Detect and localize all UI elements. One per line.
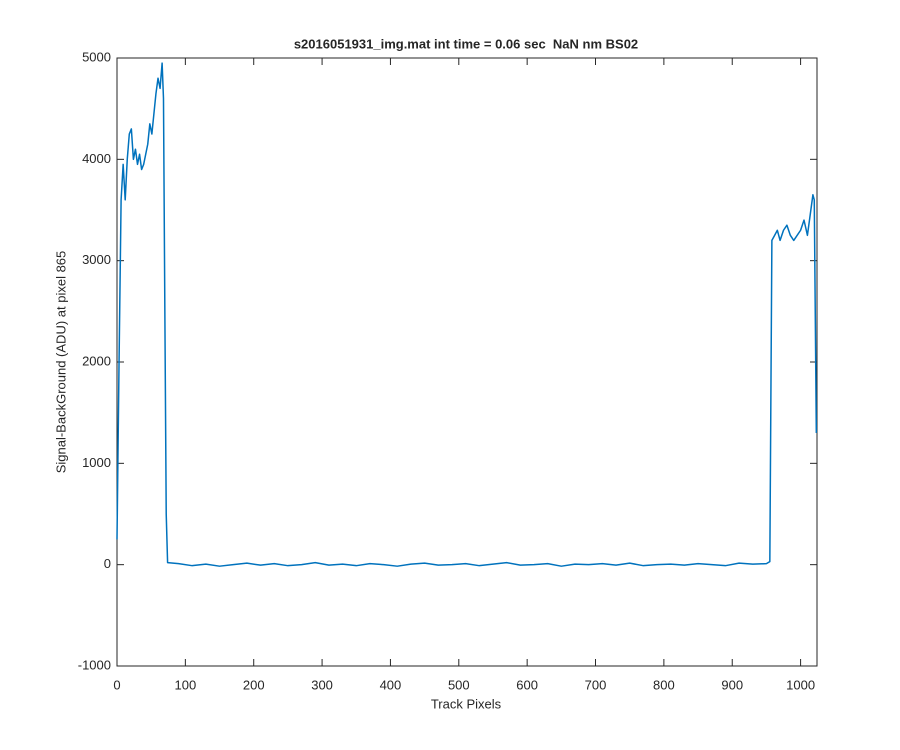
y-tick-label: 0 xyxy=(104,556,111,571)
x-tick-label: 600 xyxy=(516,677,538,692)
x-tick-label: 400 xyxy=(380,677,402,692)
y-tick-label: 4000 xyxy=(82,151,111,166)
y-tick-label: 1000 xyxy=(82,455,111,470)
y-tick-label: 2000 xyxy=(82,353,111,368)
y-axis-label: Signal-BackGround (ADU) at pixel 865 xyxy=(53,251,68,474)
y-tick-label: 3000 xyxy=(82,252,111,267)
x-tick-label: 700 xyxy=(585,677,607,692)
chart-title: s2016051931_img.mat int time = 0.06 sec … xyxy=(294,36,638,51)
x-tick-label: 300 xyxy=(311,677,333,692)
x-tick-label: 500 xyxy=(448,677,470,692)
x-tick-label: 800 xyxy=(653,677,675,692)
x-tick-label: 1000 xyxy=(786,677,815,692)
x-tick-label: 100 xyxy=(175,677,197,692)
y-tick-label: 5000 xyxy=(82,49,111,64)
x-tick-label: 200 xyxy=(243,677,265,692)
x-tick-label: 900 xyxy=(721,677,743,692)
x-tick-label: 0 xyxy=(113,677,120,692)
x-axis-label: Track Pixels xyxy=(431,696,502,711)
data-line xyxy=(116,62,818,567)
y-tick-label: -1000 xyxy=(78,657,111,672)
